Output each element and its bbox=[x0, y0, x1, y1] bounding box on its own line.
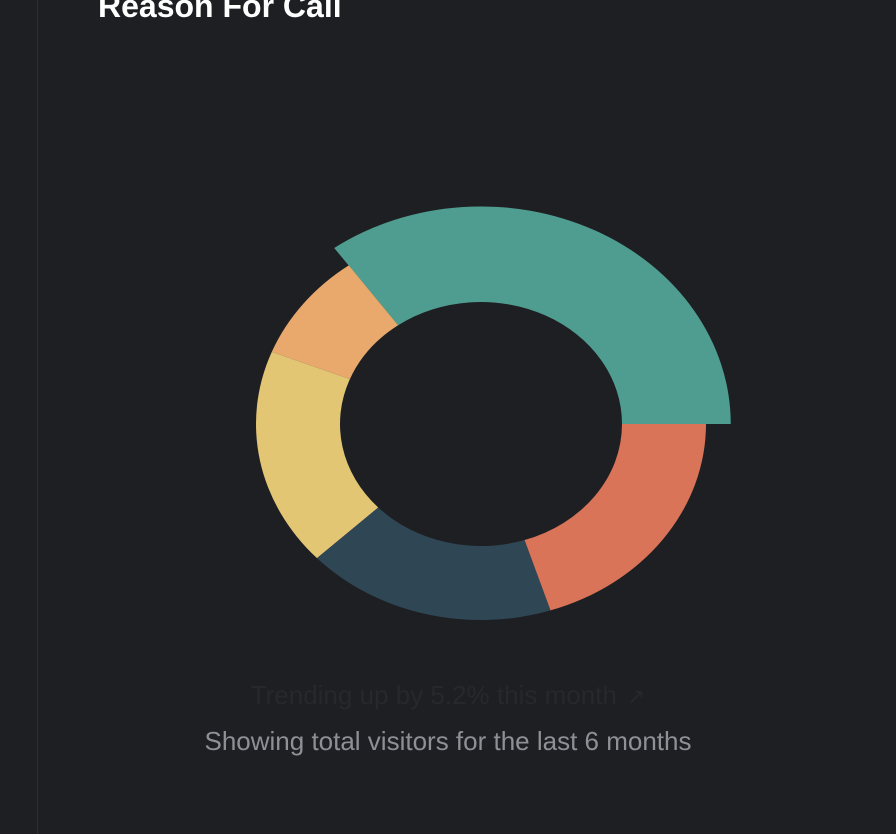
card-title: Reason For Call bbox=[98, 0, 342, 24]
chart-caption: Showing total visitors for the last 6 mo… bbox=[204, 726, 692, 756]
donut-chart-svg bbox=[256, 206, 731, 621]
trend-line: Trending up by 5.2% this month ↗ bbox=[0, 678, 896, 714]
donut-slice-2[interactable] bbox=[271, 265, 399, 380]
donut-slice-5[interactable] bbox=[524, 424, 706, 611]
donut-slice-4[interactable] bbox=[316, 507, 551, 621]
donut-slice-1[interactable] bbox=[334, 206, 731, 424]
donut-slice-3[interactable] bbox=[256, 351, 379, 559]
card-left-border bbox=[37, 0, 38, 834]
donut-chart bbox=[256, 206, 731, 621]
trend-text: Trending up by 5.2% this month bbox=[250, 680, 617, 710]
trending-up-icon: ↗ bbox=[626, 684, 646, 709]
